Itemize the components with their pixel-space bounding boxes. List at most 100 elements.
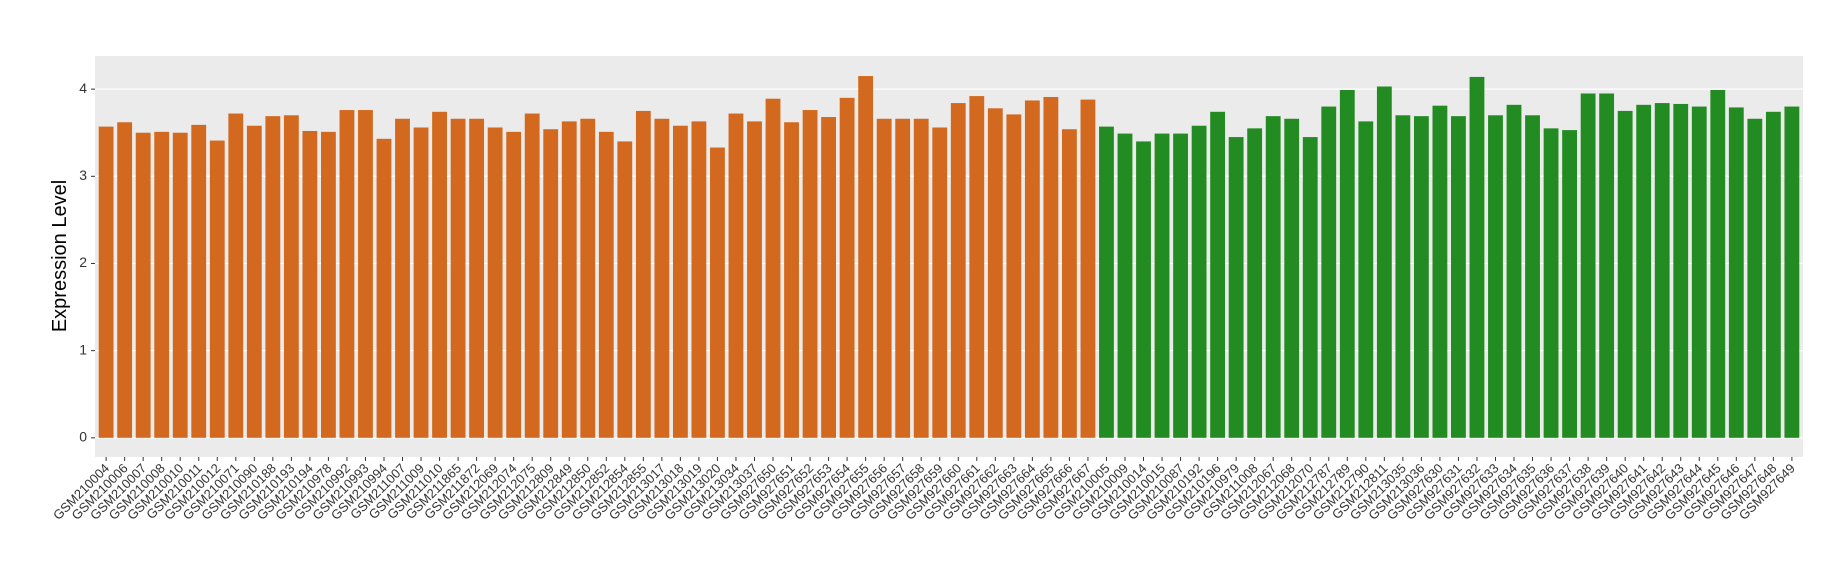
- bar: [1432, 105, 1448, 438]
- bar: [969, 96, 985, 438]
- bar: [1747, 118, 1763, 438]
- bar: [1710, 89, 1726, 438]
- bar: [321, 131, 336, 438]
- bar: [1506, 104, 1522, 438]
- bar: [1006, 114, 1022, 438]
- bar: [1469, 76, 1485, 438]
- bar: [1525, 115, 1540, 438]
- bar: [1284, 118, 1300, 438]
- bar: [1265, 116, 1281, 438]
- bar: [710, 147, 725, 438]
- bar: [1136, 141, 1151, 438]
- bar: [450, 118, 466, 438]
- bar: [98, 126, 114, 438]
- bar: [561, 121, 577, 438]
- bar: [154, 131, 170, 438]
- bar: [1673, 103, 1689, 438]
- bar: [802, 110, 818, 438]
- bar: [1543, 128, 1559, 438]
- bar: [524, 113, 540, 438]
- bar: [1488, 115, 1503, 438]
- bar: [1024, 100, 1040, 438]
- bar: [1451, 116, 1466, 438]
- bar: [950, 103, 966, 438]
- bar: [876, 118, 892, 438]
- bar: [395, 118, 410, 438]
- bar: [1599, 93, 1615, 438]
- bar: [1358, 121, 1374, 438]
- bar: [580, 118, 596, 438]
- bar: [1154, 133, 1170, 438]
- bar: [358, 110, 373, 438]
- bar: [1099, 126, 1114, 438]
- bar: [913, 118, 929, 438]
- y-tick-label: 4: [79, 80, 87, 96]
- bar: [376, 138, 392, 438]
- y-tick-label: 0: [79, 429, 87, 445]
- bar: [413, 127, 429, 438]
- bar: [1117, 133, 1133, 438]
- bar: [1339, 89, 1355, 438]
- bar: [1562, 130, 1577, 438]
- bar: [1321, 106, 1337, 438]
- bar: [1062, 129, 1077, 438]
- bar: [1784, 106, 1800, 438]
- bar: [1654, 103, 1670, 438]
- bar: [246, 125, 262, 438]
- bar: [1636, 104, 1652, 438]
- bar: [209, 140, 225, 438]
- bar: [821, 117, 836, 438]
- bar: [617, 141, 633, 438]
- bar: [302, 130, 318, 438]
- bar: [135, 132, 151, 438]
- bar: [228, 113, 244, 438]
- bar: [635, 110, 651, 438]
- bar: [1413, 116, 1429, 438]
- bar: [932, 127, 948, 438]
- bar: [265, 116, 281, 438]
- bar: [1395, 115, 1411, 438]
- bar: [1376, 86, 1392, 438]
- bar: [728, 113, 744, 438]
- bar: [839, 97, 855, 438]
- y-tick-label: 1: [79, 341, 87, 357]
- bar: [191, 124, 207, 438]
- bar: [1580, 93, 1596, 438]
- bar: [432, 111, 447, 438]
- bar: [1302, 137, 1318, 438]
- bar: [1191, 125, 1207, 438]
- bar: [543, 129, 559, 438]
- bar: [506, 131, 522, 438]
- bar: [987, 108, 1003, 438]
- bar: [487, 127, 503, 438]
- bar: [1228, 137, 1244, 438]
- bar: [469, 118, 485, 438]
- y-axis-title: Expression Level: [49, 180, 71, 332]
- bar: [691, 121, 707, 438]
- bar: [1765, 111, 1781, 438]
- bar: [1728, 107, 1744, 438]
- bar: [765, 98, 781, 438]
- bar: [1617, 110, 1633, 438]
- bar: [1247, 128, 1263, 438]
- bar: [283, 115, 299, 438]
- y-tick-label: 2: [79, 254, 87, 270]
- y-tick-label: 3: [79, 167, 87, 183]
- bar: [672, 125, 688, 438]
- bar: [172, 132, 188, 438]
- bar: [339, 110, 355, 438]
- bar: [895, 118, 911, 438]
- bar: [1210, 111, 1226, 438]
- bar: [747, 121, 762, 438]
- bar: [1173, 133, 1188, 438]
- bar: [858, 76, 874, 438]
- bar: [1043, 96, 1059, 438]
- bar: [784, 122, 799, 438]
- bar: [1080, 99, 1096, 438]
- bar: [654, 118, 670, 438]
- bar: [598, 131, 614, 438]
- bar: [1691, 106, 1707, 438]
- bar: [117, 122, 133, 438]
